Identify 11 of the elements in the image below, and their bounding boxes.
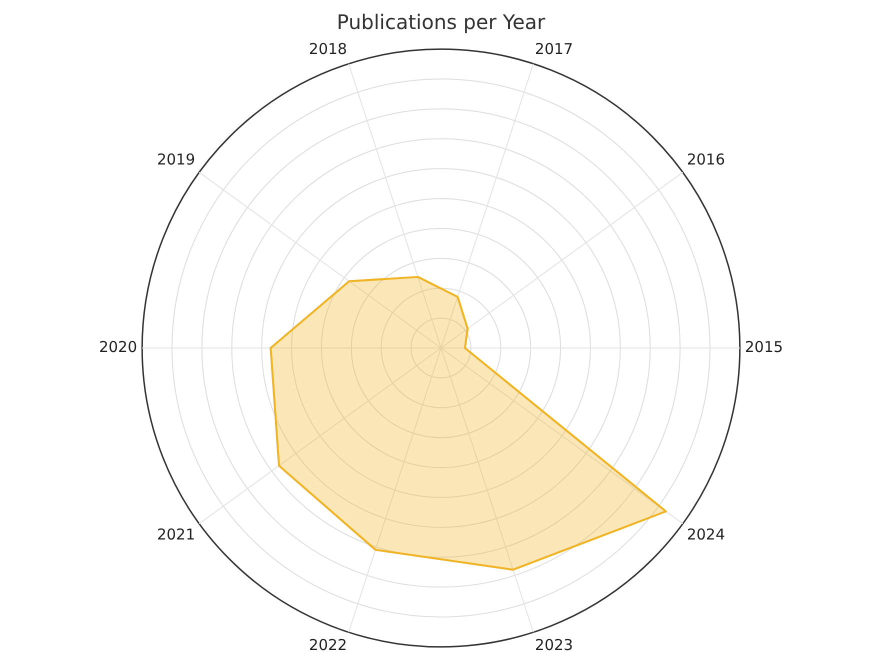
chart-title: Publications per Year	[336, 10, 546, 34]
spoke-label: 2016	[686, 150, 726, 168]
spoke-label: 2017	[534, 40, 574, 58]
spoke-label: 2021	[156, 526, 196, 544]
spoke-label: 2024	[686, 526, 726, 544]
spoke-label: 2020	[98, 338, 138, 356]
spoke-label: 2018	[308, 40, 348, 58]
spoke-label: 2019	[156, 150, 196, 168]
spoke-label: 2022	[308, 636, 348, 654]
spoke-label: 2015	[744, 338, 784, 356]
spoke-label: 2023	[534, 636, 574, 654]
